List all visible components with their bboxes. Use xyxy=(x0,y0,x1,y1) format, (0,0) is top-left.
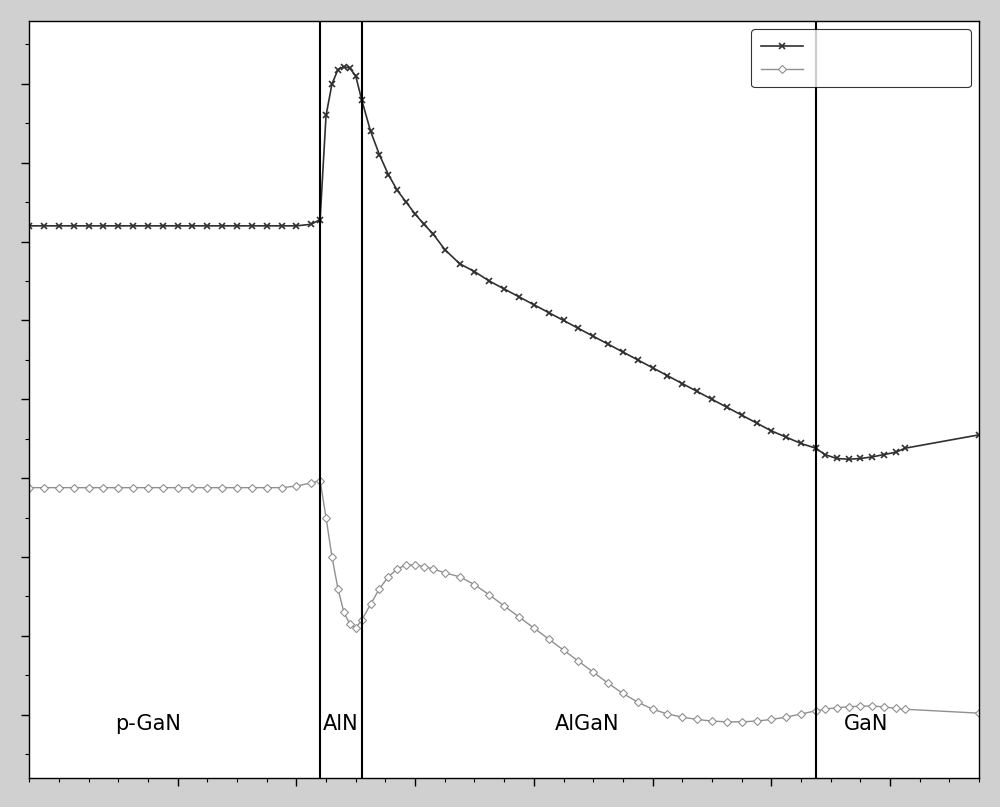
价带能量 (eV) xyxy=(854,701,866,711)
Text: AlN: AlN xyxy=(323,714,359,734)
导带能量 (eV) xyxy=(890,447,902,457)
导带能量 (eV) xyxy=(23,221,35,231)
价带能量 (eV) xyxy=(973,709,985,718)
Text: AlGaN: AlGaN xyxy=(555,714,620,734)
Text: p-GaN: p-GaN xyxy=(115,714,181,734)
价带能量 (eV) xyxy=(427,564,439,574)
导带能量 (eV) xyxy=(854,454,866,463)
价带能量 (eV) xyxy=(53,483,65,492)
Text: GaN: GaN xyxy=(844,714,889,734)
导带能量 (eV) xyxy=(973,430,985,440)
导带能量 (eV) xyxy=(843,454,855,464)
Line: 导带能量 (eV): 导带能量 (eV) xyxy=(26,63,983,462)
价带能量 (eV) xyxy=(23,483,35,492)
导带能量 (eV) xyxy=(543,307,555,317)
导带能量 (eV) xyxy=(338,61,350,71)
价带能量 (eV) xyxy=(721,717,733,726)
导带能量 (eV) xyxy=(427,229,439,239)
导带能量 (eV) xyxy=(172,221,184,231)
Legend: 导带能量 (eV), 价带能量 (eV): 导带能量 (eV), 价带能量 (eV) xyxy=(751,29,971,87)
价带能量 (eV) xyxy=(890,704,902,713)
价带能量 (eV) xyxy=(314,475,326,485)
导带能量 (eV) xyxy=(53,221,65,231)
价带能量 (eV) xyxy=(543,634,555,644)
Line: 价带能量 (eV): 价带能量 (eV) xyxy=(26,478,982,725)
价带能量 (eV) xyxy=(172,483,184,492)
